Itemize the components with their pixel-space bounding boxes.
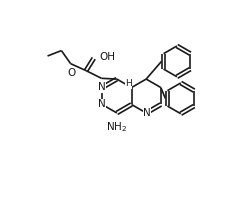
Text: H: H bbox=[125, 79, 132, 88]
Text: OH: OH bbox=[99, 52, 115, 62]
Text: NH$_2$: NH$_2$ bbox=[106, 120, 127, 134]
Text: N: N bbox=[143, 108, 151, 118]
Text: N: N bbox=[97, 99, 105, 110]
Text: N: N bbox=[98, 82, 105, 92]
Text: O: O bbox=[67, 68, 76, 78]
